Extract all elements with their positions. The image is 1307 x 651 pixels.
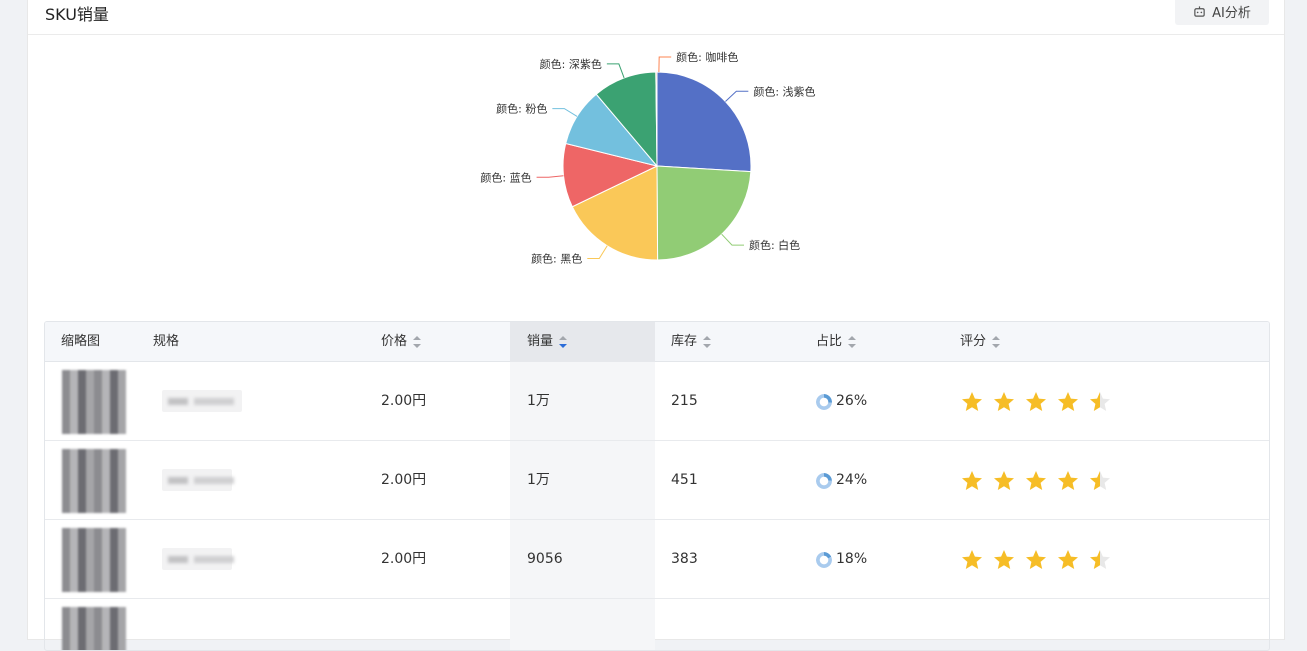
- ratio-value: 18%: [836, 551, 868, 567]
- pie-leader-line: [606, 63, 625, 79]
- sku-sales-card: SKU销量 AI分析 颜色: 浅紫色 颜色: 白色 颜色: 黑色 颜色: 蓝色 颜色: …: [27, 0, 1286, 651]
- star-icon: [1090, 391, 1110, 411]
- col-sales[interactable]: 销量: [527, 322, 568, 362]
- card-header: SKU销量 AI分析: [28, 0, 1284, 35]
- sort-icon[interactable]: [413, 336, 422, 348]
- pie-label: 颜色: 粉色: [496, 102, 547, 116]
- sales-cell: 9056: [527, 551, 563, 567]
- col-ratio-label: 占比: [816, 334, 843, 349]
- pie-slice[interactable]: [571, 165, 659, 261]
- star-icon: [1026, 470, 1046, 490]
- price-cell: 2.00円: [381, 393, 427, 409]
- col-rating[interactable]: 评分: [960, 322, 1001, 362]
- pie-slice[interactable]: [656, 165, 752, 261]
- card-title: SKU销量: [45, 5, 109, 24]
- ratio-donut-icon: [816, 472, 832, 489]
- price-cell: 2.00円: [381, 472, 427, 488]
- col-price[interactable]: 价格: [381, 322, 422, 362]
- star-icon: [1026, 549, 1046, 569]
- stock-cell: 451: [671, 472, 698, 488]
- col-ratio[interactable]: 占比: [816, 322, 857, 362]
- pie-slice[interactable]: [655, 71, 658, 167]
- sales-cell: 1万: [527, 472, 550, 488]
- pie-slice[interactable]: [562, 142, 659, 208]
- col-spec-label: 规格: [153, 334, 180, 349]
- stock-cell: 383: [671, 551, 698, 567]
- star-icon: [1058, 391, 1078, 411]
- col-rating-label: 评分: [960, 334, 987, 349]
- ai-analysis-label: AI分析: [1212, 5, 1251, 21]
- ratio-cell: 24%: [816, 441, 867, 520]
- sku-table: 缩略图 规格 价格 销量 库存 占比 评分: [44, 321, 1270, 651]
- pie-leader-line: [658, 56, 672, 73]
- star-icon: [1058, 549, 1078, 569]
- spec-text-blurred: [162, 390, 242, 412]
- table-row[interactable]: 2.00円 1万 451 24%: [45, 441, 1269, 520]
- pie-label: 颜色: 咖啡色: [676, 50, 738, 64]
- ratio-donut-icon: [816, 393, 832, 410]
- spec-text-blurred: [162, 548, 232, 570]
- pie-label: 颜色: 黑色: [531, 251, 582, 265]
- ratio-cell: 18%: [816, 520, 867, 599]
- pie-slice[interactable]: [595, 71, 658, 168]
- star-icon: [1090, 549, 1110, 569]
- table-row[interactable]: [45, 599, 1269, 650]
- ai-analysis-button[interactable]: AI分析: [1175, 0, 1269, 25]
- pie-label: 颜色: 浅紫色: [753, 84, 815, 98]
- pie-leader-line: [552, 108, 578, 117]
- star-icon: [994, 391, 1014, 411]
- ratio-value: 26%: [836, 393, 868, 409]
- star-icon: [1090, 470, 1110, 490]
- pie-label: 颜色: 蓝色: [480, 170, 531, 184]
- product-thumbnail[interactable]: [62, 528, 126, 592]
- col-thumbnail: 缩略图: [61, 322, 100, 362]
- product-thumbnail[interactable]: [62, 449, 126, 513]
- col-price-label: 价格: [381, 334, 408, 349]
- pie-leader-line: [721, 233, 744, 246]
- stock-cell: 215: [671, 393, 698, 409]
- sort-icon[interactable]: [848, 336, 857, 348]
- pie-leader-line: [725, 90, 749, 102]
- star-icon: [962, 391, 982, 411]
- sorted-column-bg: [510, 322, 655, 650]
- col-sales-label: 销量: [527, 334, 554, 349]
- table-row[interactable]: 2.00円 1万 215 26%: [45, 362, 1269, 441]
- rating-stars: [960, 362, 1112, 441]
- sort-desc-icon[interactable]: [559, 336, 568, 348]
- col-spec: 规格: [153, 322, 179, 362]
- star-icon: [1058, 470, 1078, 490]
- pie-slice[interactable]: [656, 71, 752, 173]
- col-stock[interactable]: 库存: [671, 322, 712, 362]
- star-icon: [994, 549, 1014, 569]
- pie-label: 颜色: 深紫色: [540, 57, 602, 71]
- table-header: 缩略图 规格 价格 销量 库存 占比 评分: [45, 322, 1269, 362]
- product-thumbnail[interactable]: [62, 370, 126, 434]
- table-row[interactable]: 2.00円 9056 383 18%: [45, 520, 1269, 599]
- spec-text-blurred: [162, 469, 232, 491]
- ratio-cell: 26%: [816, 362, 867, 441]
- sorted-column-header-bg: [510, 322, 655, 362]
- star-icon: [962, 549, 982, 569]
- star-icon: [1026, 391, 1046, 411]
- pie-label: 颜色: 白色: [749, 238, 800, 252]
- pie-leader-line: [587, 245, 608, 259]
- sku-pie-chart: 颜色: 浅紫色颜色: 白色颜色: 黑色 颜色: 蓝色 颜色: 粉色 颜色: 深紫色 颜色…: [28, 35, 1286, 315]
- pie-leader-line: [536, 175, 564, 178]
- col-thumbnail-label: 缩略图: [61, 334, 101, 349]
- robot-icon: [1194, 5, 1205, 17]
- rating-stars: [960, 520, 1112, 599]
- rating-stars: [960, 441, 1112, 520]
- sort-icon[interactable]: [992, 336, 1001, 348]
- ratio-value: 24%: [836, 472, 868, 488]
- col-stock-label: 库存: [671, 334, 698, 349]
- ratio-donut-icon: [816, 551, 832, 568]
- price-cell: 2.00円: [381, 551, 427, 567]
- star-icon: [994, 470, 1014, 490]
- sort-icon[interactable]: [703, 336, 712, 348]
- star-icon: [962, 470, 982, 490]
- sales-cell: 1万: [527, 393, 550, 409]
- product-thumbnail[interactable]: [62, 607, 126, 650]
